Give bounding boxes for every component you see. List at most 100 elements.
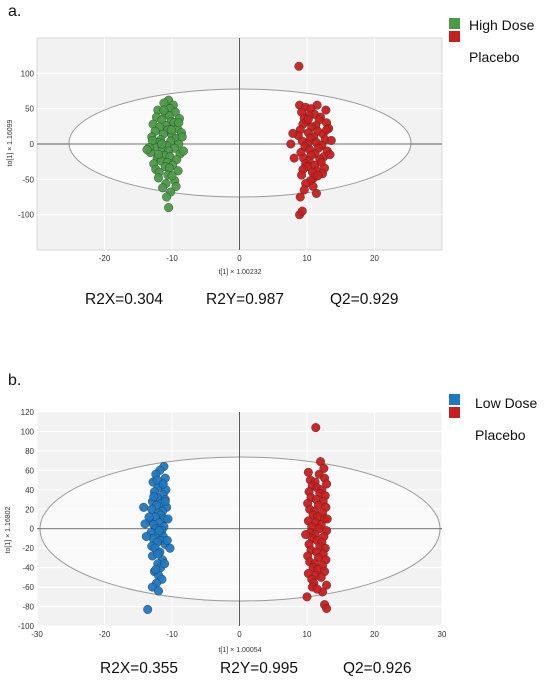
y-tick-label: 100	[21, 69, 35, 78]
data-point-placebo	[295, 192, 305, 202]
y-axis-title-a: to[1] × 1.16099	[7, 119, 14, 166]
y-tick-label: -50	[22, 175, 34, 184]
data-point-placebo	[297, 206, 307, 216]
data-point-low-dose	[151, 565, 161, 575]
data-point-placebo	[299, 185, 309, 195]
data-point-placebo	[325, 150, 335, 160]
data-point-high-dose	[162, 192, 172, 202]
data-point-placebo	[303, 114, 313, 124]
data-point-placebo	[288, 128, 298, 138]
stat-r2y-a: R2Y=0.987	[206, 291, 284, 308]
data-point-placebo	[326, 135, 336, 145]
data-point-high-dose	[167, 171, 177, 181]
y-tick-label: -20	[22, 544, 34, 553]
data-point-placebo	[286, 139, 296, 149]
data-point-low-dose	[163, 514, 173, 524]
data-point-low-dose	[153, 549, 163, 559]
y-tick-label: 0	[30, 140, 35, 149]
data-point-high-dose	[174, 118, 184, 128]
data-point-placebo	[322, 479, 332, 489]
legend-label-high-dose: High Dose	[469, 17, 535, 33]
data-point-high-dose	[154, 173, 163, 183]
y-tick-label: 120	[21, 408, 35, 417]
data-point-high-dose	[173, 166, 183, 176]
panel-a: a. High Dose Placebo -20 -10 0 10 20100500-5…	[7, 3, 535, 308]
data-point-placebo	[319, 463, 329, 473]
x-tick-label: -20	[99, 630, 111, 639]
data-point-high-dose	[166, 125, 176, 135]
legend-swatch-placebo-a	[449, 31, 460, 42]
x-tick-label: -20	[99, 254, 111, 263]
y-axis-title-b: to[1] × 1.16802	[5, 506, 12, 553]
data-point-low-dose	[139, 502, 149, 512]
y-tick-label: 50	[25, 105, 34, 114]
data-point-low-dose	[165, 543, 175, 553]
x-axis-title-b: t[1] × 1.00054	[218, 647, 261, 654]
x-axis-title-a: t[1] × 1.00232	[218, 269, 261, 276]
stat-r2x-a: R2X=0.304	[85, 291, 163, 308]
y-tick-label: -40	[22, 564, 34, 573]
x-tick-label: -10	[166, 254, 178, 263]
data-point-low-dose	[158, 479, 168, 489]
data-point-placebo	[303, 467, 313, 477]
data-point-high-dose	[159, 105, 169, 115]
legend-label-low-dose: Low Dose	[475, 395, 537, 411]
legend-swatch-low-dose	[449, 394, 460, 405]
data-point-placebo	[294, 61, 304, 71]
data-point-placebo	[301, 530, 311, 540]
data-point-low-dose	[143, 604, 153, 614]
panel-b-label: b.	[8, 372, 21, 389]
data-point-low-dose	[149, 492, 159, 502]
y-tick-label: 0	[30, 525, 35, 534]
y-tick-label: -100	[18, 211, 35, 220]
data-point-placebo	[311, 188, 321, 198]
y-tick-label: 40	[25, 486, 34, 495]
data-point-low-dose	[162, 535, 172, 545]
data-point-placebo	[321, 105, 331, 115]
data-point-high-dose	[154, 150, 163, 160]
x-tick-label: -10	[166, 630, 178, 639]
x-tick-label: -30	[31, 630, 43, 639]
data-point-placebo	[289, 153, 299, 163]
legend-label-placebo-a: Placebo	[469, 49, 520, 65]
legend-swatch-high-dose	[449, 18, 460, 29]
stat-r2x-b: R2X=0.355	[100, 660, 178, 677]
data-point-high-dose	[142, 145, 152, 155]
data-point-high-dose	[177, 132, 187, 142]
y-tick-label: -100	[18, 622, 35, 631]
y-tick-label: 100	[21, 427, 35, 436]
data-point-high-dose	[157, 139, 167, 149]
data-point-high-dose	[158, 183, 168, 193]
data-point-high-dose	[179, 146, 188, 156]
x-tick-label: 20	[370, 630, 379, 639]
data-point-placebo	[316, 572, 326, 582]
data-point-placebo	[302, 592, 312, 602]
data-point-low-dose	[154, 586, 163, 596]
data-point-placebo	[322, 604, 332, 613]
panel-a-label: a.	[8, 3, 21, 20]
data-point-placebo	[322, 580, 332, 590]
stat-q2-a: Q2=0.929	[330, 291, 399, 308]
stat-q2-b: Q2=0.926	[343, 660, 412, 677]
x-tick-label: 10	[303, 254, 312, 263]
x-tick-label: 20	[370, 254, 379, 263]
data-point-placebo	[311, 423, 321, 433]
data-point-placebo	[322, 125, 332, 135]
data-point-placebo	[313, 171, 323, 181]
legend-label-placebo-b: Placebo	[475, 427, 526, 443]
y-tick-label: 60	[25, 466, 34, 475]
legend-swatch-placebo-b	[449, 407, 460, 418]
x-tick-label: 10	[303, 630, 312, 639]
x-tick-label: 30	[438, 630, 447, 639]
data-point-low-dose	[141, 532, 151, 541]
data-point-high-dose	[171, 181, 181, 191]
y-tick-label: -60	[22, 583, 34, 592]
confidence-ellipse	[68, 88, 412, 198]
x-tick-label: 0	[237, 254, 242, 263]
stat-r2y-b: R2Y=0.995	[220, 660, 298, 677]
data-point-placebo	[297, 170, 307, 180]
data-point-placebo	[322, 514, 332, 524]
y-tick-label: 80	[25, 447, 34, 456]
